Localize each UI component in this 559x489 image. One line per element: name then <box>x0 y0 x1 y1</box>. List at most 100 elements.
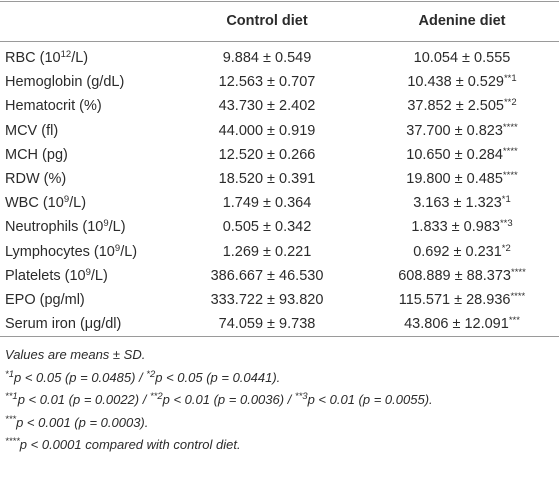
text-segment: Lymphocytes (10 <box>5 243 115 260</box>
superscript: **3 <box>294 391 308 402</box>
superscript: **** <box>502 121 518 133</box>
footnote: **1p < 0.01 (p = 0.0022) / **2p < 0.01 (… <box>5 389 433 412</box>
text-segment: 333.722 ± 93.820 <box>210 292 324 308</box>
row-label: Serum iron (μg/dl) <box>5 312 121 336</box>
footnote: *1p < 0.05 (p = 0.0485) / *2p < 0.05 (p … <box>5 367 280 390</box>
text-segment: 1.269 ± 0.221 <box>222 243 312 260</box>
text-segment: 12.520 ± 0.266 <box>218 146 316 163</box>
text-segment: 18.520 ± 0.391 <box>218 171 316 187</box>
text-segment: Hematocrit (%) <box>5 98 102 115</box>
column-header: Adenine diet <box>418 13 506 29</box>
superscript: *** <box>5 413 17 425</box>
control-value: 1.749 ± 0.364 <box>223 191 312 215</box>
superscript: *1 <box>501 194 511 206</box>
text-segment: p < 0.05 (p = 0.0485) / <box>13 369 147 385</box>
adenine-value: 37.700 ± 0.823**** <box>406 119 517 143</box>
row-label: EPO (pg/ml) <box>5 288 85 312</box>
text-segment: p < 0.05 (p = 0.0441). <box>155 369 281 385</box>
text-segment: Values are means ± SD. <box>5 347 146 362</box>
superscript: **** <box>502 145 518 157</box>
superscript: **** <box>502 170 518 181</box>
row-label: Lymphocytes (109/L) <box>5 240 137 264</box>
adenine-value: 10.054 ± 0.555 <box>414 46 511 70</box>
text-segment: 1.749 ± 0.364 <box>222 195 312 212</box>
text-segment: p < 0.0001 compared with control diet. <box>19 437 241 452</box>
superscript: *** <box>508 315 520 327</box>
text-segment: 37.852 ± 2.505 <box>407 98 504 115</box>
text-segment: 19.800 ± 0.485 <box>406 171 503 187</box>
text-segment: MCH (pg) <box>5 146 68 163</box>
superscript: **2 <box>503 97 517 109</box>
adenine-value: 43.806 ± 12.091*** <box>404 312 520 336</box>
text-segment: Hemoglobin (g/dL) <box>5 74 125 91</box>
text-segment: 44.000 ± 0.919 <box>218 122 316 139</box>
adenine-value: 19.800 ± 0.485**** <box>406 167 517 191</box>
column-header: Control diet <box>226 13 308 29</box>
text-segment: 43.730 ± 2.402 <box>218 98 316 115</box>
control-value: 12.520 ± 0.266 <box>219 143 316 167</box>
superscript: **3 <box>499 218 513 230</box>
text-segment: Serum iron (μg/dl) <box>5 316 122 333</box>
adenine-value: 608.889 ± 88.373**** <box>398 264 526 288</box>
adenine-value: 1.833 ± 0.983**3 <box>411 215 512 239</box>
superscript: 9 <box>85 266 91 278</box>
superscript: 9 <box>114 242 121 254</box>
superscript: *2 <box>146 368 156 380</box>
control-value: 0.505 ± 0.342 <box>223 215 312 239</box>
text-segment: 0.692 ± 0.231 <box>413 243 502 260</box>
row-label: Neutrophils (109/L) <box>5 215 126 239</box>
superscript: *2 <box>501 242 511 254</box>
adenine-value: 10.438 ± 0.529**1 <box>407 70 516 94</box>
text-segment: 10.438 ± 0.529 <box>407 74 504 91</box>
text-segment: /L) <box>69 195 87 212</box>
text-segment: 115.571 ± 28.936 <box>398 292 511 308</box>
superscript: **** <box>510 291 526 302</box>
superscript: **2 <box>149 391 163 402</box>
bottom-rule <box>0 336 559 337</box>
footnote: ***p < 0.001 (p = 0.0003). <box>5 412 148 435</box>
text-segment: Platelets (10 <box>5 267 86 284</box>
row-label: Hematocrit (%) <box>5 94 102 118</box>
text-segment: /L) <box>90 267 108 284</box>
text-segment: 74.059 ± 9.738 <box>218 316 316 333</box>
text-segment: 3.163 ± 1.323 <box>413 195 502 212</box>
control-value: 1.269 ± 0.221 <box>223 240 312 264</box>
adenine-value: 10.650 ± 0.284**** <box>406 143 517 167</box>
text-segment: 1.833 ± 0.983 <box>411 219 500 236</box>
text-segment: 43.806 ± 12.091 <box>404 316 509 333</box>
top-rule <box>0 1 559 2</box>
row-label: Platelets (109/L) <box>5 264 108 288</box>
text-segment: RBC (10 <box>5 50 61 66</box>
superscript: **** <box>510 266 526 278</box>
row-label: MCV (fl) <box>5 119 58 143</box>
text-segment: Neutrophils (10 <box>5 219 104 236</box>
text-segment: /L) <box>71 50 89 66</box>
control-value: 18.520 ± 0.391 <box>219 167 316 191</box>
control-value: 74.059 ± 9.738 <box>219 312 316 336</box>
text-segment: WBC (10 <box>5 195 64 212</box>
text-segment: 608.889 ± 88.373 <box>398 267 511 284</box>
superscript: 9 <box>103 218 109 230</box>
row-label: Hemoglobin (g/dL) <box>5 70 124 94</box>
text-segment: 37.700 ± 0.823 <box>406 122 503 139</box>
control-value: 12.563 ± 0.707 <box>219 70 316 94</box>
text-segment: /L) <box>120 243 138 260</box>
adenine-value: 0.692 ± 0.231*2 <box>413 240 511 264</box>
adenine-value: 115.571 ± 28.936**** <box>399 288 526 312</box>
text-segment: RDW (%) <box>5 171 67 187</box>
text-segment: p < 0.01 (p = 0.0036) / <box>162 392 295 407</box>
control-value: 44.000 ± 0.919 <box>219 119 316 143</box>
text-segment: 10.054 ± 0.555 <box>413 50 511 66</box>
text-segment: 0.505 ± 0.342 <box>222 219 312 236</box>
text-segment: MCV (fl) <box>5 122 59 139</box>
row-label: RBC (1012/L) <box>5 46 88 70</box>
row-label: MCH (pg) <box>5 143 68 167</box>
text-segment: /L) <box>108 219 126 236</box>
control-value: 386.667 ± 46.530 <box>211 264 324 288</box>
superscript: 9 <box>63 194 70 206</box>
text-segment: p < 0.01 (p = 0.0055). <box>307 392 433 407</box>
control-value: 333.722 ± 93.820 <box>211 288 324 312</box>
superscript: **** <box>5 436 20 447</box>
row-label: WBC (109/L) <box>5 191 86 215</box>
